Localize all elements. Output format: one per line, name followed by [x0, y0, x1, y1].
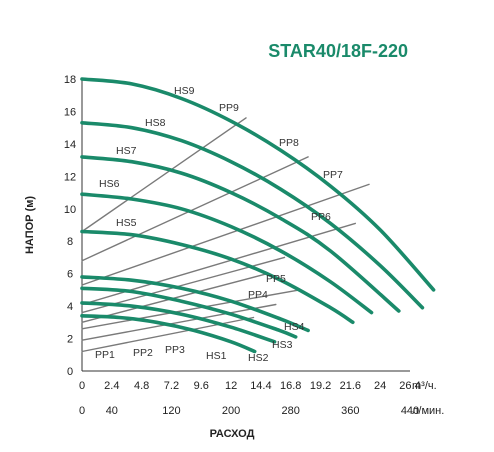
- series-label-hs4: HS4: [284, 321, 305, 333]
- series-line-hs5: [80, 229, 355, 325]
- y-axis-label: НАПОР (м): [24, 196, 36, 254]
- y-tick-10: 10: [64, 204, 76, 216]
- x-tick-bottom-360: 360: [341, 405, 359, 417]
- x-tick-bottom-120: 120: [162, 405, 180, 417]
- series-label-hs3: HS3: [272, 339, 293, 351]
- x-tick-top-16-8: 16.8: [280, 380, 301, 392]
- x-unit-top-label: m³/ч.: [412, 380, 437, 392]
- x-tick-top-9-6: 9.6: [194, 380, 209, 392]
- series-label-hs1: HS1: [206, 350, 227, 362]
- series-label-pp6: PP6: [311, 211, 331, 223]
- series-line-hs9: [80, 77, 436, 292]
- series-label-pp2: PP2: [133, 347, 153, 359]
- x-tick-top-14-4: 14.4: [250, 380, 271, 392]
- y-tick-16: 16: [64, 106, 76, 118]
- x-tick-top-24: 24: [374, 380, 386, 392]
- x-tick-top-21-6: 21.6: [340, 380, 361, 392]
- x-tick-top-0: 0: [79, 380, 85, 392]
- x-tick-bottom-280: 280: [282, 405, 300, 417]
- y-tick-18: 18: [64, 74, 76, 86]
- series-label-hs5: HS5: [116, 217, 137, 229]
- y-tick-8: 8: [67, 236, 73, 248]
- series-label-pp8: PP8: [279, 137, 299, 149]
- x-tick-top-19-2: 19.2: [310, 380, 331, 392]
- y-tick-6: 6: [67, 269, 73, 281]
- series-line-hs4: [80, 275, 310, 333]
- x-tick-bottom-0: 0: [79, 405, 85, 417]
- series-label-hs6: HS6: [99, 178, 120, 190]
- series-label-hs2: HS2: [248, 352, 269, 364]
- y-tick-0: 0: [67, 366, 73, 378]
- x-tick-top-2-4: 2.4: [104, 380, 119, 392]
- series-line-pp3: [81, 289, 301, 330]
- series-label-pp5: PP5: [266, 273, 286, 285]
- x-tick-top-26-4: 26.4: [399, 380, 420, 392]
- series-label-hs9: HS9: [174, 85, 195, 97]
- series-line-hs7: [80, 155, 401, 313]
- y-tick-4: 4: [67, 301, 73, 313]
- x-tick-top-4-8: 4.8: [134, 380, 149, 392]
- series-label-hs8: HS8: [145, 117, 166, 129]
- pump-curves: [80, 77, 436, 354]
- x-tick-bottom-440: 440: [401, 405, 419, 417]
- series-line-hs2: [80, 301, 277, 344]
- x-tick-bottom-40: 40: [106, 405, 118, 417]
- chart-title: STAR40/18F-220: [268, 41, 408, 61]
- x-unit-bottom-label: л/мин.: [412, 405, 444, 417]
- series-line-hs1: [80, 314, 257, 354]
- series-label-pp4: PP4: [248, 289, 268, 301]
- x-tick-bottom-200: 200: [222, 405, 240, 417]
- y-tick-2: 2: [67, 334, 73, 346]
- series-line-pp9: [81, 117, 247, 233]
- y-tick-14: 14: [64, 139, 76, 151]
- series-line-pp2: [81, 303, 277, 341]
- series-label-pp1: PP1: [95, 349, 115, 361]
- series-label-hs7: HS7: [116, 145, 137, 157]
- x-tick-top-7-2: 7.2: [164, 380, 179, 392]
- series-label-pp7: PP7: [323, 169, 343, 181]
- x-tick-top-12: 12: [225, 380, 237, 392]
- series-line-pp7: [81, 183, 370, 286]
- series-line-pp1: [81, 316, 255, 353]
- series-line-hs8: [80, 121, 425, 310]
- series-label-pp3: PP3: [165, 344, 185, 356]
- series-line-hs3: [80, 286, 298, 339]
- y-tick-12: 12: [64, 171, 76, 183]
- x-axis-label: РАСХОД: [210, 428, 255, 440]
- series-line-hs6: [80, 192, 374, 315]
- series-line-pp8: [81, 156, 309, 262]
- series-label-pp9: PP9: [219, 102, 239, 114]
